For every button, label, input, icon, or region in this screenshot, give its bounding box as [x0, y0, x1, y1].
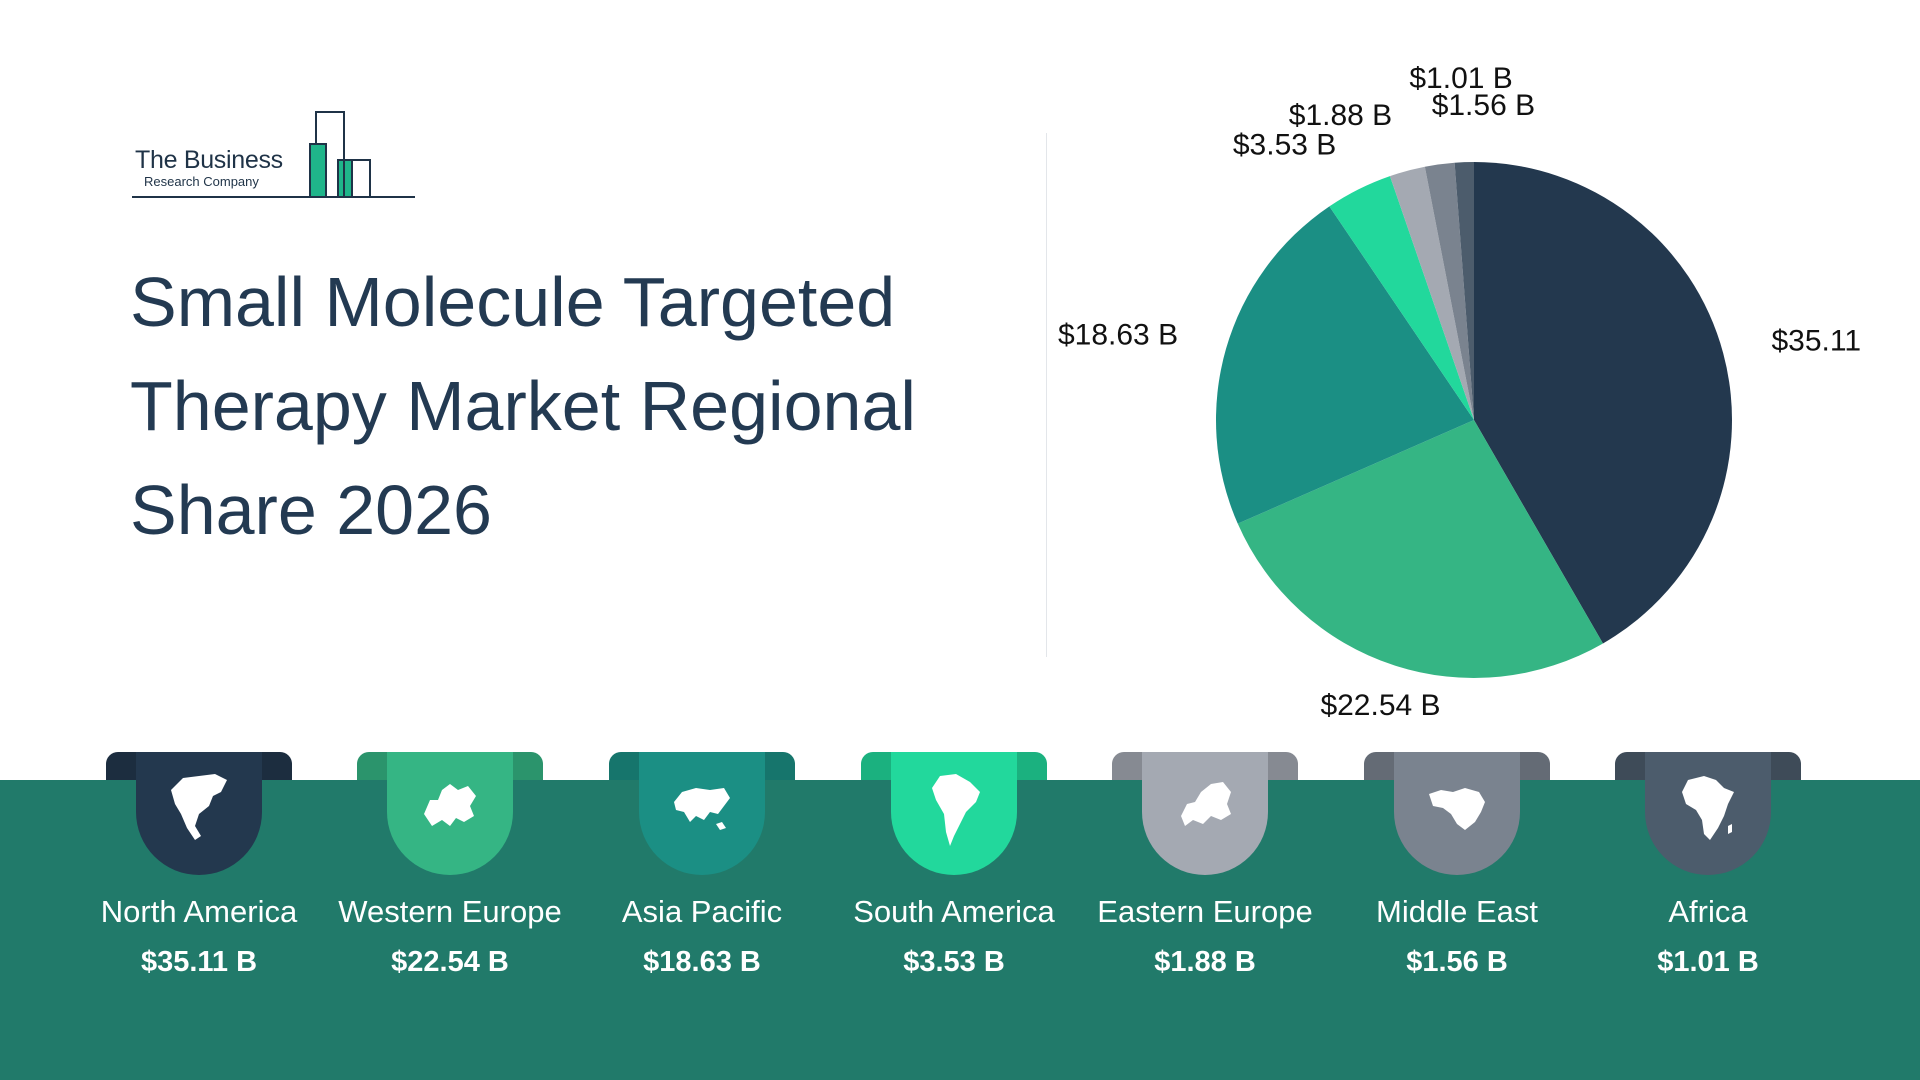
region-shield: [891, 752, 1017, 875]
region-name: South America: [853, 894, 1055, 929]
region-value: $1.56 B: [1406, 946, 1508, 978]
western-europe-map-icon: [424, 784, 476, 826]
africa-map-icon: [1682, 776, 1734, 840]
vertical-divider: [1046, 133, 1047, 657]
pie-label-north-america: $35.11 B: [1772, 324, 1861, 357]
logo-name-line2: Research Company: [144, 174, 259, 189]
region-name: Western Europe: [338, 894, 562, 929]
region-shield: [387, 752, 513, 875]
region-value: $35.11 B: [140, 946, 258, 978]
pie-label-south-america: $3.53 B: [1233, 129, 1336, 162]
south-america-map-icon: [932, 774, 980, 846]
region-name: North America: [100, 894, 298, 929]
eastern-europe-map-icon: [1181, 782, 1231, 826]
region-card-north-america: North America $35.11 B: [101, 752, 297, 1002]
pie-slice-western-europe: [1237, 420, 1603, 679]
logo-buildings-icon: [132, 111, 415, 198]
region-value: $1.01 B: [1657, 946, 1759, 978]
region-name: Middle East: [1376, 894, 1538, 929]
pie-label-middle-east: $1.56 B: [1432, 89, 1535, 122]
pie-label-western-europe: $22.54 B: [1320, 689, 1440, 722]
middle-east-map-icon: [1429, 788, 1485, 830]
pie-slice-asia-pacific: [1215, 206, 1474, 524]
region-card-africa: Africa $1.01 B: [1615, 752, 1801, 1002]
region-value: $18.63 B: [643, 946, 761, 978]
region-shield: [1394, 752, 1520, 875]
region-shield: [1645, 752, 1771, 875]
region-shield: [1142, 752, 1268, 875]
region-card-western-europe: Western Europe $22.54 B: [338, 752, 562, 1002]
region-name: Asia Pacific: [621, 894, 783, 929]
pie-slice-north-america: [1474, 162, 1732, 644]
logo-name-line1: The Business: [135, 146, 283, 174]
region-card-middle-east: Middle East $1.56 B: [1364, 752, 1550, 1002]
pie-slice-middle-east: [1424, 162, 1474, 420]
region-value: $1.88 B: [1154, 946, 1256, 978]
region-value: $3.53 B: [903, 946, 1005, 978]
north-america-map-icon: [171, 774, 227, 840]
region-card-eastern-europe: Eastern Europe $1.88 B: [1097, 752, 1313, 1002]
pie-label-asia-pacific: $18.63 B: [1058, 319, 1178, 352]
region-card-asia-pacific: Asia Pacific $18.63 B: [609, 752, 795, 1002]
region-name: Eastern Europe: [1097, 894, 1313, 929]
pie-slice-africa: [1454, 162, 1474, 420]
region-value: $22.54 B: [391, 946, 509, 978]
region-card-south-america: South America $3.53 B: [853, 752, 1055, 1002]
region-shield: [136, 752, 262, 875]
pie-slice-south-america: [1329, 176, 1474, 420]
region-shield: [639, 752, 765, 875]
pie-label-africa: $1.01 B: [1409, 62, 1512, 95]
company-logo: The Business Research Company: [132, 108, 432, 198]
pie-label-eastern-europe: $1.88 B: [1289, 99, 1392, 132]
region-name: Africa: [1668, 894, 1748, 929]
pie-chart: $35.11 B $22.54 B $18.63 B $3.53 B$1.88 B $1…: [1058, 62, 1861, 722]
page-title: Small Molecule Targeted Therapy Market R…: [130, 263, 916, 549]
asia-pacific-map-icon: [674, 788, 730, 830]
pie-slice-eastern-europe: [1389, 166, 1474, 420]
